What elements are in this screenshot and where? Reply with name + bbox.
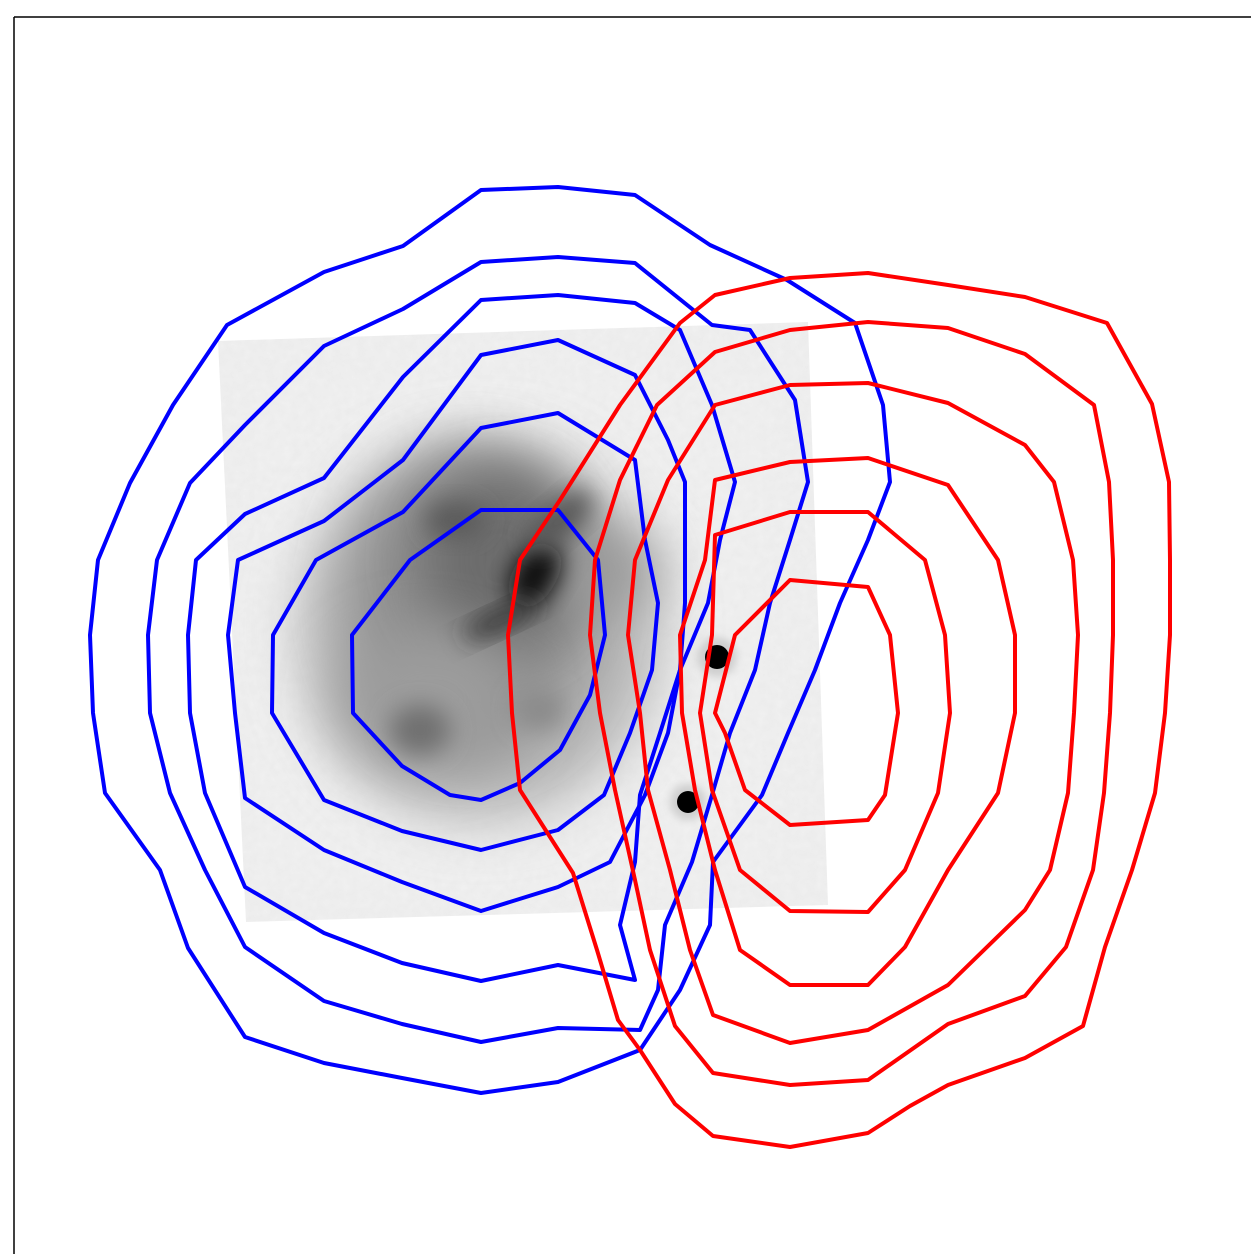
red-contour-level-5 xyxy=(698,510,952,914)
blue-contour-level-4 xyxy=(226,338,687,913)
red-contour-level-4 xyxy=(678,456,1017,987)
blue-contour-level-1 xyxy=(88,185,892,1095)
red-contours xyxy=(506,271,1172,1149)
blue-contour-level-5 xyxy=(270,411,660,852)
red-contour-level-1 xyxy=(506,271,1172,1149)
blue-contour-level-6 xyxy=(350,508,607,802)
blue-contour-level-2 xyxy=(146,255,810,1044)
red-contour-level-3 xyxy=(626,381,1080,1045)
blue-contours xyxy=(88,185,892,1095)
blue-contour-level-3 xyxy=(186,293,737,983)
red-contour-level-2 xyxy=(588,320,1115,1087)
image-patch xyxy=(218,322,828,922)
red-contour-level-6 xyxy=(713,578,900,827)
